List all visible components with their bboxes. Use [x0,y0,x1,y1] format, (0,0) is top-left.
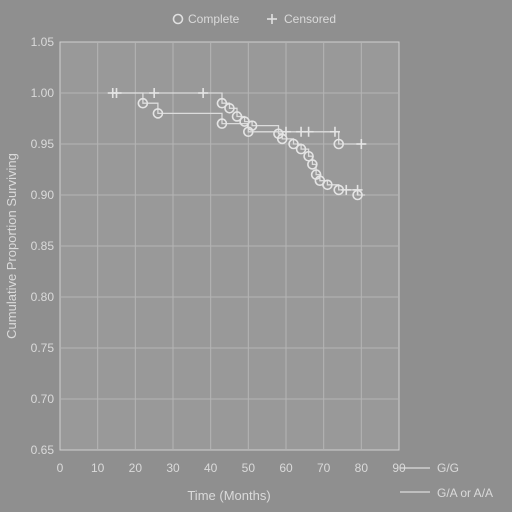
y-tick-label: 0.70 [31,392,55,406]
x-axis-title: Time (Months) [187,488,270,503]
y-tick-label: 1.00 [31,86,55,100]
y-tick-label: 0.80 [31,290,55,304]
series-1-complete-point [295,143,307,155]
y-axis-title: Cumulative Proportion Surviving [4,153,19,339]
series-2-censored-point [281,126,291,137]
y-tick-label: 1.05 [31,35,55,49]
legend-censored-marker [267,14,277,24]
legend-series-2-label: G/A or A/A [437,486,493,500]
tick-label-layer: 0 10 20 30 40 50 60 70 80 90 0.65 0.70 0.75 0.80 0.85 0… [31,35,406,475]
x-tick-label: 90 [392,461,406,475]
y-tick-label: 0.90 [31,188,55,202]
series-2-censored-point [329,126,340,137]
x-tick-label: 40 [204,461,218,475]
legend-censored-label: Censored [284,12,336,26]
legend-complete-marker [172,13,184,25]
x-tick-label: 80 [355,461,369,475]
series-2-censored-point [356,139,367,149]
series-1-complete-point [231,111,243,122]
series-1-complete-point [322,179,333,191]
marker-legend: Complete Censored [172,12,336,26]
series-2-censored-point [111,88,122,98]
y-tick-label: 0.95 [31,137,55,151]
y-tick-label: 0.75 [31,341,55,355]
series-1-censored-point [198,88,209,98]
series-1-complete-point [216,97,228,109]
series-2-complete-point [137,97,149,109]
series-2-complete-point [243,126,254,138]
legend-complete-label: Complete [188,12,240,26]
series-1-censored-point [341,184,352,195]
series-1-censored-point [352,184,363,195]
y-tick-label: 0.85 [31,239,55,253]
x-tick-label: 70 [317,461,331,475]
series-2-censored-point [303,126,314,137]
series-2-complete-point [216,118,228,129]
x-tick-label: 0 [57,461,64,475]
series-1-complete-point [288,138,299,150]
series-1-complete-point [224,103,235,114]
y-tick-label: 0.65 [31,443,55,457]
grid-layer [60,42,399,450]
series-1-complete-point [276,133,288,145]
x-tick-label: 30 [166,461,180,475]
x-tick-label: 20 [129,461,143,475]
series-2-complete-point [333,138,345,150]
series-1-censored-point [149,88,160,98]
series-legend: G/G G/A or A/A [400,461,493,500]
marker-layer [107,88,367,201]
series-1-complete-point [307,159,318,170]
x-tick-label: 50 [242,461,256,475]
legend-series-1-label: G/G [437,461,459,475]
x-tick-label: 60 [279,461,293,475]
series-2-complete-point [152,108,164,119]
x-tick-label: 10 [91,461,105,475]
